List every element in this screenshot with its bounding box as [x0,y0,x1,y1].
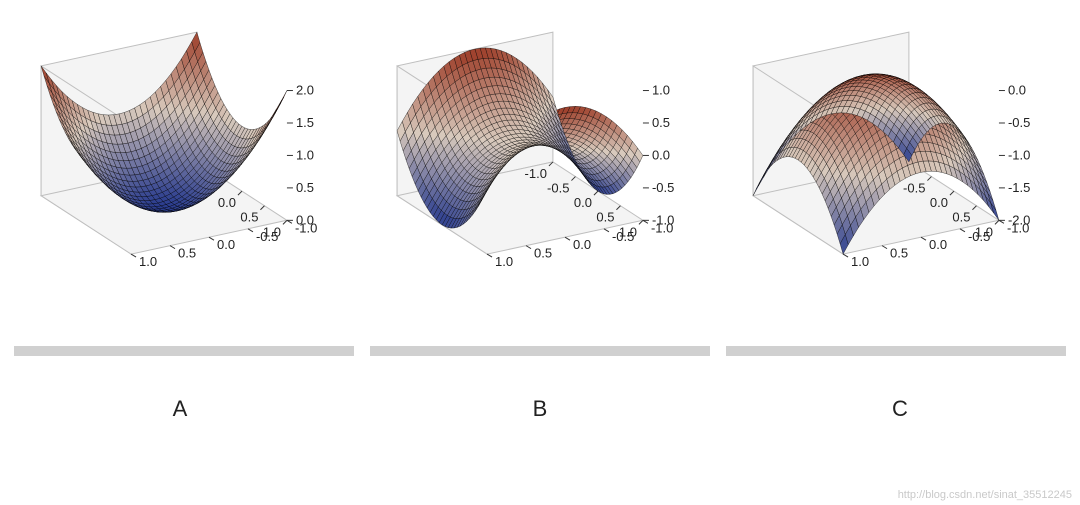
y-tick-label: 0.0 [217,237,235,252]
watermark-text: http://blog.csdn.net/sinat_35512245 [898,489,1072,501]
y-tick-label: 0.5 [178,246,196,261]
baseline-bar [14,346,354,356]
x-tick-label: -0.5 [547,181,569,196]
caption-b: B [362,396,718,422]
z-tick-label: 2.0 [296,83,314,98]
y-tick-label: -1.0 [1007,220,1029,235]
y-tick-label: 0.0 [929,237,947,252]
x-tick-label: 0.5 [952,210,970,225]
baseline-bar [370,346,710,356]
x-tick-label: 0.0 [930,195,948,210]
z-tick-label: 1.0 [296,147,314,162]
y-tick-label: 0.5 [890,246,908,261]
x-tick-label: -0.5 [903,181,925,196]
panel-c: -2.0-1.5-1.0-0.50.0-1.0-0.50.00.51.0-1.0… [726,8,1066,368]
z-tick-label: -0.5 [652,180,674,195]
surface-plot-b: -1.0-0.50.00.51.0-1.0-0.50.00.51.0-1.0-0… [370,8,710,368]
y-tick-label: 0.5 [534,246,552,261]
z-tick-label: 0.0 [1008,83,1026,98]
z-tick-label: -1.0 [1008,147,1030,162]
z-tick-label: -0.5 [1008,115,1030,130]
z-tick-label: -1.5 [1008,180,1030,195]
y-tick-label: -0.5 [968,229,990,244]
x-tick-label: 0.5 [240,210,258,225]
panel-a: 0.00.51.01.52.0-1.0-0.50.00.51.0-1.0-0.5… [14,8,354,368]
x-tick-label: 0.5 [596,210,614,225]
z-tick-label: 1.5 [296,115,314,130]
y-tick-label: -0.5 [612,229,634,244]
baseline-bar [726,346,1066,356]
panel-b: -1.0-0.50.00.51.0-1.0-0.50.00.51.0-1.0-0… [370,8,710,368]
y-tick-label: -1.0 [651,220,673,235]
z-tick-label: 0.5 [652,115,670,130]
x-tick-label: 0.0 [574,195,592,210]
z-tick-label: 0.0 [652,147,670,162]
z-tick-label: 1.0 [652,83,670,98]
caption-c: C [722,396,1078,422]
surface-plot-a: 0.00.51.01.52.0-1.0-0.50.00.51.0-1.0-0.5… [14,8,354,368]
caption-row: A B C [0,396,1080,422]
y-tick-label: -1.0 [295,220,317,235]
y-tick-label: 1.0 [139,254,157,269]
y-tick-label: 0.0 [573,237,591,252]
caption-a: A [2,396,358,422]
y-tick-label: 1.0 [851,254,869,269]
plot-row: 0.00.51.01.52.0-1.0-0.50.00.51.0-1.0-0.5… [0,0,1080,368]
z-tick-label: 0.5 [296,180,314,195]
x-tick-label: 0.0 [218,195,236,210]
y-tick-label: -0.5 [256,229,278,244]
surface-plot-c: -2.0-1.5-1.0-0.50.0-1.0-0.50.00.51.0-1.0… [726,8,1066,368]
figure-page: 0.00.51.01.52.0-1.0-0.50.00.51.0-1.0-0.5… [0,0,1080,505]
y-tick-label: 1.0 [495,254,513,269]
x-tick-label: -1.0 [525,166,547,181]
